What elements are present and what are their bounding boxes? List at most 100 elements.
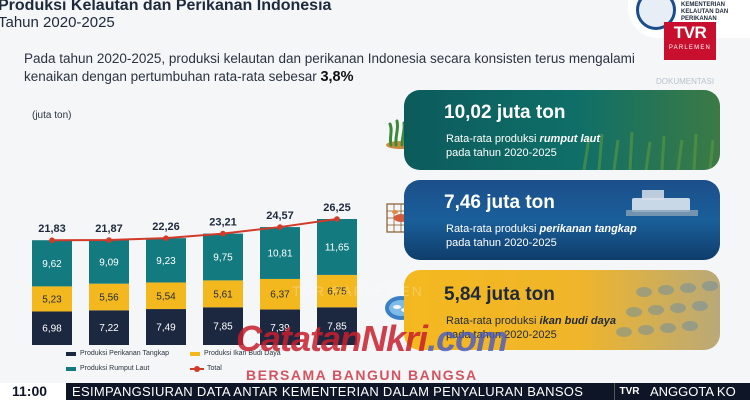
bar-value-label: 6,75: [327, 287, 347, 298]
total-value-label: 22,26: [152, 221, 180, 233]
stacked-bar-chart: 6,985,239,6220207,225,569,0920217,495,54…: [32, 202, 357, 345]
logo-text-line: KELAUTAN DAN: [681, 9, 729, 15]
total-value-label: 21,83: [38, 223, 66, 235]
growth-rate-highlight: 3,8%: [320, 69, 354, 85]
bar-value-label: 5,61: [213, 289, 233, 300]
bar-segment: [146, 282, 186, 310]
card-description: Rata-rata produksi ikan budi daya pada t…: [446, 314, 616, 342]
card-background: [404, 90, 720, 170]
card-value: 5,84 juta ton: [444, 284, 555, 305]
tv-logo-sub: PARLEMEN: [668, 45, 712, 51]
total-point: [334, 216, 340, 222]
card-value: 10,02 juta ton: [444, 102, 566, 123]
total-line: [51, 218, 338, 242]
intro-line-2: kenaikan dengan pertumbuhan rata-rata se…: [24, 68, 669, 86]
total-value-label: 21,87: [95, 223, 123, 235]
infographic-subtitle: Tahun 2020-2025: [0, 14, 115, 31]
bar-segment: [32, 311, 72, 345]
bar-value-label: 6,98: [42, 324, 62, 335]
stat-card-ikan-budi-daya: 5,84 juta ton Rata-rata produksi ikan bu…: [404, 270, 720, 350]
bar-segment: [203, 307, 243, 345]
card-background: [404, 270, 720, 350]
ticker-headline-next: ANGGOTA KO: [650, 384, 736, 399]
bar-value-label: 7,22: [99, 323, 119, 334]
news-ticker: 11:00 ESIMPANGSIURAN DATA ANTAR KEMENTER…: [0, 383, 750, 400]
site-watermark: CatatanNkri.com: [236, 318, 508, 360]
legend-label: Produksi Perikanan Tangkap: [80, 350, 169, 357]
total-value-label: 26,25: [323, 202, 351, 214]
bar-segment: [89, 283, 129, 311]
bar-value-label: 7,39: [270, 323, 290, 334]
total-value-label: 23,21: [209, 217, 237, 229]
legend-swatch: [66, 366, 76, 371]
bar-value-label: 11,65: [325, 242, 350, 253]
legend-label: Total: [207, 365, 222, 372]
legend-item-total: Total: [190, 365, 222, 372]
legend-swatch: [190, 351, 200, 356]
chart-unit-label: (juta ton): [32, 110, 72, 121]
bar-value-label: 6,37: [270, 290, 290, 301]
logo-text-line: KEMENTERIAN: [681, 2, 726, 8]
bar-value-label: 7,85: [213, 322, 233, 333]
card-desc-line2: pada tahun 2020-2025: [446, 329, 557, 341]
bar-value-label: 9,09: [99, 257, 119, 268]
ghost-watermark: TVR PARLEMEN: [292, 283, 424, 299]
bar-segment: [146, 238, 186, 283]
ministry-logo-text: KEMENTERIAN KELAUTAN DAN PERIKANAN: [681, 2, 728, 23]
bar-value-label: 9,23: [156, 256, 176, 267]
bar-segment: [89, 310, 129, 345]
bar-segment: [146, 309, 186, 345]
bar-segment: [317, 219, 357, 275]
bar-value-label: 7,49: [156, 323, 176, 334]
bar-segment: [32, 240, 72, 287]
legend-label: Produksi Rumput Laut: [80, 365, 150, 372]
legend-line-swatch: [190, 365, 204, 372]
card-desc-prefix: Rata-rata produksi: [446, 223, 540, 235]
intro-paragraph: Pada tahun 2020-2025, produksi kelautan …: [24, 50, 669, 86]
bar-value-label: 5,23: [42, 294, 62, 305]
legend-item-tangkap: Produksi Perikanan Tangkap: [66, 350, 169, 357]
card-desc-bold: perikanan tangkap: [539, 223, 637, 235]
legend-item-rumput-laut: Produksi Rumput Laut: [66, 365, 149, 372]
infographic-title: Produksi Kelautan dan Perikanan Indonesi…: [0, 0, 332, 14]
bar-value-label: 10,81: [267, 249, 292, 260]
stat-card-rumput-laut: 10,02 juta ton Rata-rata produksi rumput…: [404, 90, 720, 170]
total-value-label: 24,57: [266, 210, 294, 222]
legend-label: Produksi Ikan Budi Daya: [204, 350, 281, 357]
tv-logo-main: TVR: [673, 23, 707, 42]
total-point: [163, 235, 169, 241]
bar-segment: [89, 240, 129, 284]
ticker-headline: ESIMPANGSIURAN DATA ANTAR KEMENTERIAN DA…: [72, 384, 584, 399]
total-point: [49, 237, 55, 244]
bar-segment: [317, 307, 357, 345]
watermark-tagline: BERSAMA BANGUN BANGSA: [246, 367, 478, 383]
card-desc-line2: pada tahun 2020-2025: [446, 237, 557, 249]
corner-caption: DOKUMENTASI: [656, 77, 715, 86]
bar-value-label: 9,75: [213, 252, 233, 263]
watermark-tld: .com: [427, 318, 508, 359]
card-description: Rata-rata produksi perikanan tangkap pad…: [446, 222, 637, 250]
bar-value-label: 9,62: [42, 259, 62, 270]
total-point: [106, 237, 112, 243]
intro-line-1: Pada tahun 2020-2025, produksi kelautan …: [24, 51, 635, 66]
card-desc-prefix: Rata-rata produksi: [446, 315, 540, 327]
bar-segment: [203, 280, 243, 308]
ticker-clock: 11:00: [0, 383, 66, 400]
ticker-channel-logo: TVR: [614, 383, 644, 400]
intro-line-2-text: kenaikan dengan pertumbuhan rata-rata se…: [24, 69, 321, 84]
card-desc-bold: rumput laut: [539, 133, 601, 145]
tv-channel-logo: TVR PARLEMEN: [664, 22, 716, 60]
card-description: Rata-rata produksi rumput laut pada tahu…: [446, 132, 600, 160]
legend-item-budidaya: Produksi Ikan Budi Daya: [190, 350, 281, 357]
bar-segment: [317, 274, 357, 308]
logo-text-line: PERIKANAN: [681, 16, 717, 22]
card-desc-prefix: Rata-rata produksi: [446, 133, 540, 145]
bar-value-label: 5,54: [156, 291, 176, 302]
bar-value-label: 7,85: [327, 322, 347, 333]
card-background: [404, 180, 720, 260]
bar-segment: [260, 309, 300, 345]
bar-value-label: 5,56: [99, 293, 119, 304]
bar-segment: [260, 278, 300, 310]
legend-swatch: [66, 351, 76, 356]
card-desc-bold: ikan budi daya: [539, 315, 616, 327]
